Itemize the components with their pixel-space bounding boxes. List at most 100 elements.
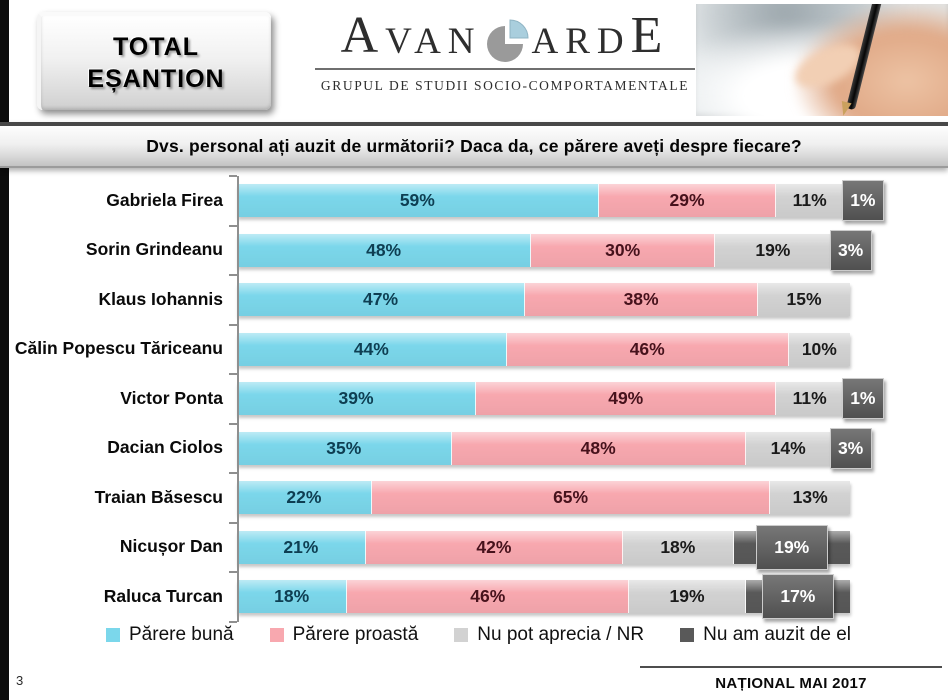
bar-segment: 39%	[237, 382, 477, 416]
category-label: Victor Ponta	[120, 387, 223, 408]
category-label: Dacian Ciolos	[107, 437, 223, 458]
category-axis	[237, 176, 239, 622]
value-label: 29%	[669, 190, 705, 211]
legend-item: Nu am auzit de el	[680, 624, 851, 646]
value-label: 38%	[623, 289, 659, 310]
bar-cell: 22% 65% 13%	[237, 473, 850, 523]
bar-segment: 1%	[841, 180, 884, 222]
value-label: 44%	[353, 338, 389, 359]
bar-segment: 29%	[598, 184, 777, 218]
bar-segment: 10%	[788, 332, 850, 366]
bar-segment: 44%	[237, 332, 507, 366]
value-label: 10%	[801, 338, 837, 359]
value-callout: 3%	[829, 229, 872, 271]
bar-cell: 39% 49% 11% 1%	[237, 374, 884, 424]
value-label: 13%	[792, 487, 828, 508]
bar-segment: 14%	[745, 431, 832, 465]
category-label: Sorin Grindeanu	[85, 239, 223, 260]
bar-segment: 3%	[829, 229, 872, 271]
category-label: Raluca Turcan	[103, 585, 223, 606]
bar-segment: 38%	[525, 283, 759, 317]
value-callout: 3%	[829, 427, 872, 469]
axis-tick	[229, 620, 237, 623]
value-label: 35%	[326, 437, 362, 458]
bar-segment: 49%	[476, 382, 777, 416]
value-label: 65%	[553, 487, 589, 508]
value-label: 22%	[286, 487, 322, 508]
axis-tick	[229, 323, 237, 326]
value-label: 46%	[470, 586, 506, 607]
bar-segment: 22%	[237, 481, 372, 515]
value-label: 30%	[605, 239, 641, 260]
axis-tick	[229, 175, 237, 177]
stacked-bar: 48% 30% 19% 3%	[237, 229, 872, 271]
bar-segment: 59%	[237, 184, 599, 218]
value-label: 21%	[283, 536, 319, 557]
value-label: 47%	[363, 289, 399, 310]
legend-label: Nu pot aprecia / NR	[477, 624, 645, 645]
slide-left-border	[0, 0, 9, 700]
legend-item: Părere proastă	[269, 624, 418, 646]
hand-writing-photo	[696, 4, 948, 116]
value-label: 49%	[608, 388, 644, 409]
value-label: 19%	[755, 239, 791, 260]
value-label: 48%	[580, 437, 616, 458]
value-label: 11%	[792, 190, 827, 211]
bar-cell: 48% 30% 19% 3%	[237, 226, 872, 276]
value-callout: 1%	[841, 180, 884, 222]
bar-segment: 13%	[770, 481, 850, 515]
legend-swatch-icon	[680, 628, 695, 642]
legend-swatch-icon	[106, 628, 120, 642]
value-label: 11%	[792, 388, 827, 409]
chart-row: Sorin Grindeanu 48% 30% 19% 3%	[9, 226, 872, 276]
chart-row: Călin Popescu Tăriceanu 44% 46% 10%	[9, 325, 869, 375]
chart-row: Gabriela Firea 59% 29% 11% 1%	[9, 176, 884, 226]
bar-cell: 18% 46% 19% 17%	[237, 572, 850, 622]
category-label: Klaus Iohannis	[98, 288, 223, 309]
value-label: 48%	[366, 239, 402, 260]
header: TOTAL EȘANTION A VAN ARD E GRUPUL DE STUDI…	[9, 0, 948, 118]
value-label: 59%	[399, 190, 435, 211]
logo-letters-van: VAN	[385, 21, 482, 62]
bar-segment: 18%	[237, 580, 348, 614]
axis-tick	[229, 571, 237, 573]
stacked-bar: 59% 29% 11% 1%	[237, 180, 884, 222]
bar-cell: 59% 29% 11% 1%	[237, 176, 884, 226]
chart-row: Traian Băsescu 22% 65% 13%	[9, 473, 869, 523]
page-number: 3	[16, 673, 24, 688]
bar-cell: 21% 42% 18% 19%	[237, 523, 850, 573]
bar-segment: 46%	[506, 332, 789, 366]
value-callout: 19%	[755, 524, 828, 570]
category-label: Nicușor Dan	[119, 536, 223, 557]
stacked-bar: 21% 42% 18% 19%	[237, 524, 850, 570]
bar-segment: 11%	[776, 382, 844, 416]
bar-segment: 18%	[623, 530, 734, 564]
logo-wordmark: A VAN ARD E	[309, 10, 701, 62]
axis-tick	[229, 422, 237, 425]
avangarde-logo: A VAN ARD E GRUPUL DE STUDII SOCIO-COMPORT…	[309, 10, 701, 94]
chart-row: Victor Ponta 39% 49% 11% 1%	[9, 374, 884, 424]
bar-segment: 15%	[758, 283, 850, 317]
bar-segment: 1%	[841, 378, 884, 420]
value-label: 18%	[660, 536, 696, 557]
stacked-bar: 39% 49% 11% 1%	[237, 378, 884, 420]
bar-cell: 35% 48% 14% 3%	[237, 424, 872, 474]
value-label: 14%	[770, 437, 806, 458]
value-label: 39%	[338, 388, 374, 409]
legend-label: Părere bună	[129, 624, 234, 645]
bar-cell: 47% 38% 15%	[237, 275, 850, 325]
legend-swatch-icon	[269, 628, 284, 642]
badge-line-2: EȘANTION	[87, 65, 225, 93]
question-title: Dvs. personal ați auzit de următorii? Da…	[146, 135, 802, 156]
logo-letters-ard: ARD	[531, 21, 631, 62]
sample-badge: TOTAL EȘANTION	[37, 12, 271, 110]
chart-row: Raluca Turcan 18% 46% 19% 17%	[9, 572, 869, 622]
value-label: 46%	[629, 338, 665, 359]
legend-swatch-icon	[454, 628, 469, 642]
bar-segment: 46%	[347, 580, 630, 614]
chart-row: Dacian Ciolos 35% 48% 14% 3%	[9, 424, 872, 474]
value-label: 15%	[786, 289, 822, 310]
pie-chart-logo-icon	[484, 18, 530, 68]
bar-segment: 42%	[365, 530, 624, 564]
legend-item: Nu pot aprecia / NR	[454, 624, 644, 646]
